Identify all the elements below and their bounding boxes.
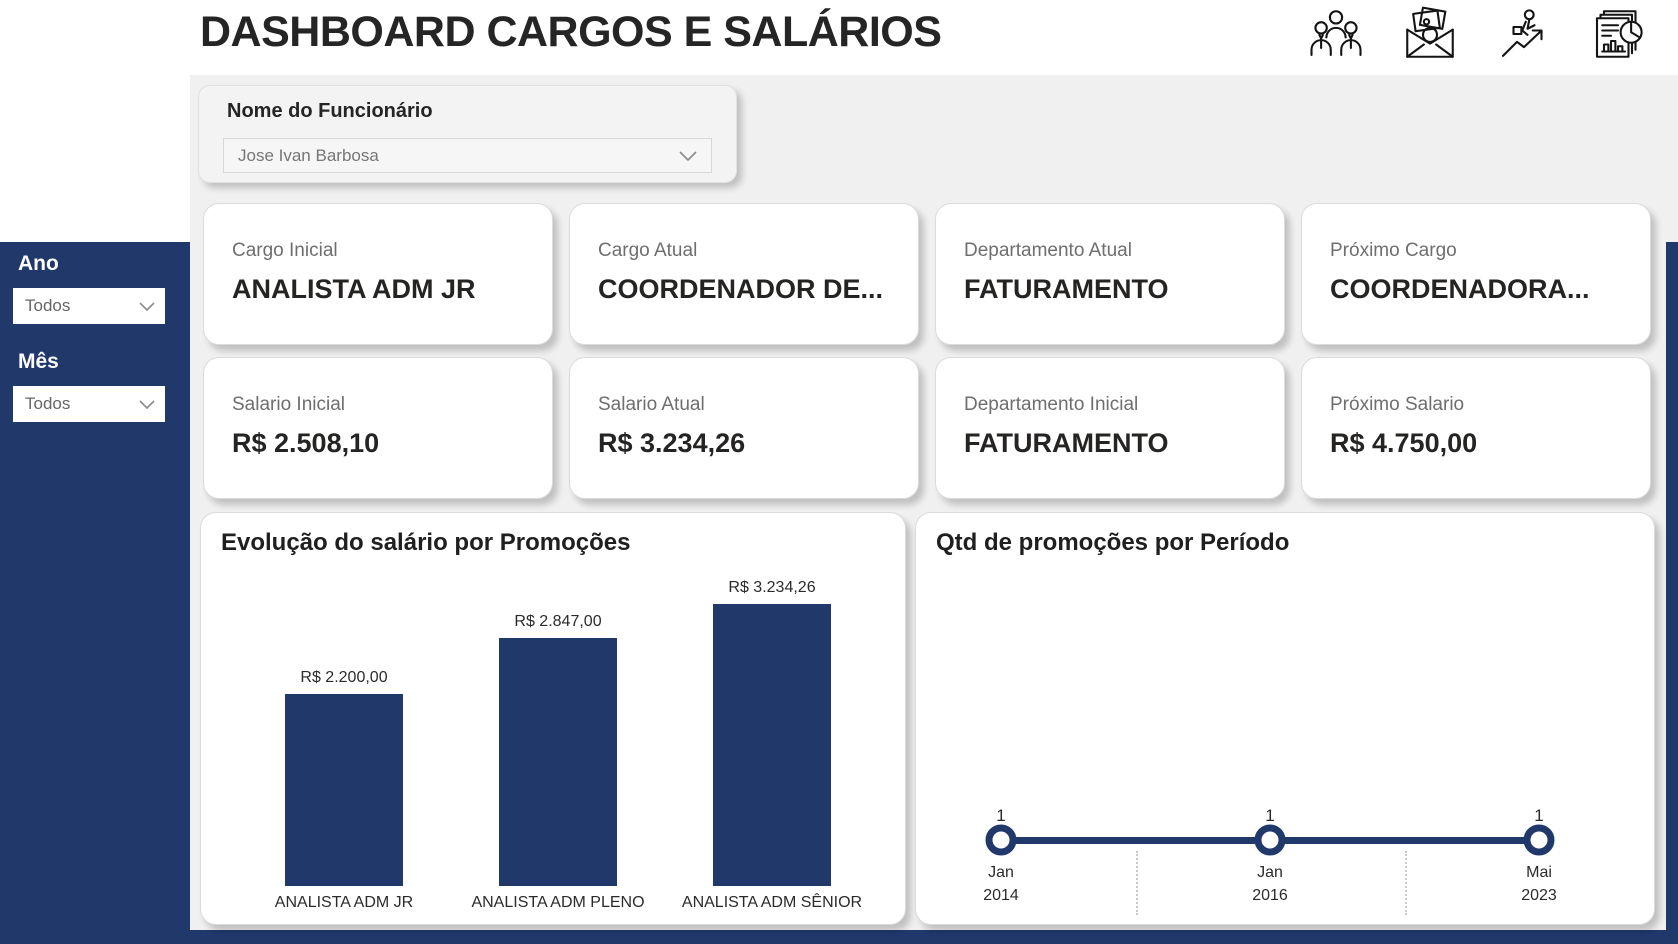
axis-label-line: 2016 xyxy=(1252,887,1288,904)
kpi-value: FATURAMENTO xyxy=(964,428,1169,458)
kpi-label: Departamento Atual xyxy=(964,240,1132,261)
kpi-value: COORDENADORA... xyxy=(1330,274,1590,304)
bar-category-label: ANALISTA ADM JR xyxy=(274,894,414,911)
salary-envelope-icon xyxy=(1402,6,1458,62)
team-icon xyxy=(1308,6,1364,62)
point-value-label: 1 xyxy=(1265,806,1275,825)
timeline-point[interactable] xyxy=(1254,824,1286,856)
bottom-border xyxy=(0,930,1678,944)
kpi-label: Departamento Inicial xyxy=(964,394,1139,415)
kpi-label: Cargo Inicial xyxy=(232,240,338,261)
axis-label: Mai 2023 xyxy=(1521,861,1557,907)
timeline-point[interactable] xyxy=(1523,824,1555,856)
axis-label-line: Mai xyxy=(1526,864,1552,881)
kpi-card: Salario Inicial R$ 2.508,10 xyxy=(203,357,553,499)
promotions-timeline-chart: Qtd de promoções por Período 1 Jan 2014 1 Ja… xyxy=(915,512,1655,925)
month-filter-value: Todos xyxy=(25,394,71,413)
category-separator xyxy=(1404,851,1407,915)
axis-label: Jan 2014 xyxy=(983,861,1019,907)
kpi-card: Departamento Inicial FATURAMENTO xyxy=(935,357,1285,499)
year-filter-dropdown[interactable]: Todos xyxy=(13,288,165,324)
axis-label-line: 2023 xyxy=(1521,887,1557,904)
timeline-plot-area: 1 Jan 2014 1 Jan 2016 1 Mai 2023 xyxy=(916,513,1654,924)
kpi-value: R$ 3.234,26 xyxy=(598,428,746,458)
career-growth-icon xyxy=(1496,6,1552,62)
bar-category-label: ANALISTA ADM SÊNIOR xyxy=(681,894,863,911)
kpi-label: Salario Atual xyxy=(598,394,705,415)
bar-value-label: R$ 3.234,26 xyxy=(728,579,816,596)
bar-category-label: ANALISTA ADM PLENO xyxy=(471,894,645,911)
right-border xyxy=(1666,242,1678,944)
year-filter-value: Todos xyxy=(25,296,71,315)
kpi-card: Salario Atual R$ 3.234,26 xyxy=(569,357,919,499)
salary-evolution-chart: Evolução do salário por Promoções R$ 2.2… xyxy=(200,512,906,925)
kpi-label: Próximo Salario xyxy=(1330,394,1465,415)
bar-column: R$ 3.234,26 ANALISTA ADM SÊNIOR xyxy=(666,563,878,912)
bar-value-label: R$ 2.200,00 xyxy=(300,669,388,686)
kpi-value: R$ 4.750,00 xyxy=(1330,428,1478,458)
employee-filter-dropdown[interactable]: Jose Ivan Barbosa xyxy=(223,138,712,173)
bar-column: R$ 2.200,00 ANALISTA ADM JR xyxy=(238,563,450,912)
bar[interactable] xyxy=(285,694,403,886)
kpi-value: COORDENADOR DE... xyxy=(598,274,884,304)
bar-column: R$ 2.847,00 ANALISTA ADM PLENO xyxy=(452,563,664,912)
kpi-value: R$ 2.508,10 xyxy=(232,428,380,458)
axis-label-line: Jan xyxy=(988,864,1014,881)
bar[interactable] xyxy=(499,638,617,886)
bar-plot-area: R$ 2.200,00 ANALISTA ADM JR R$ 2.847,00 ANA… xyxy=(237,563,879,912)
kpi-label: Próximo Cargo xyxy=(1330,240,1457,261)
kpi-value: ANALISTA ADM JR xyxy=(232,274,476,304)
employee-filter-value: Jose Ivan Barbosa xyxy=(238,145,379,165)
point-value-label: 1 xyxy=(996,806,1006,825)
kpi-label: Salario Inicial xyxy=(232,394,345,415)
kpi-card: Próximo Salario R$ 4.750,00 xyxy=(1301,357,1651,499)
employee-filter-card: Nome do Funcionário Jose Ivan Barbosa xyxy=(198,85,737,183)
year-filter-label: Ano xyxy=(18,252,59,275)
month-filter-label: Mês xyxy=(18,350,59,373)
chevron-down-icon xyxy=(139,301,155,311)
chevron-down-icon xyxy=(139,399,155,409)
kpi-card: Cargo Atual COORDENADOR DE... xyxy=(569,203,919,345)
bar-value-label: R$ 2.847,00 xyxy=(514,613,602,630)
filter-sidebar: Ano Todos Mês Todos xyxy=(0,242,190,944)
header-icons xyxy=(1308,6,1646,62)
kpi-value: FATURAMENTO xyxy=(964,274,1169,304)
kpi-card: Próximo Cargo COORDENADORA... xyxy=(1301,203,1651,345)
point-value-label: 1 xyxy=(1534,806,1544,825)
employee-filter-label: Nome do Funcionário xyxy=(227,100,433,122)
axis-label: Jan 2016 xyxy=(1252,861,1288,907)
kpi-card: Departamento Atual FATURAMENTO xyxy=(935,203,1285,345)
page-title: DASHBOARD CARGOS E SALÁRIOS xyxy=(200,8,942,56)
timeline-point[interactable] xyxy=(985,824,1017,856)
category-separator xyxy=(1135,851,1138,915)
chart-title: Evolução do salário por Promoções xyxy=(221,529,631,556)
chart-title: Qtd de promoções por Período xyxy=(936,529,1290,556)
chevron-down-icon xyxy=(679,150,697,161)
bar[interactable] xyxy=(713,604,831,886)
axis-label-line: 2014 xyxy=(983,887,1019,904)
kpi-card: Cargo Inicial ANALISTA ADM JR xyxy=(203,203,553,345)
axis-label-line: Jan xyxy=(1257,864,1283,881)
kpi-label: Cargo Atual xyxy=(598,240,698,261)
month-filter-dropdown[interactable]: Todos xyxy=(13,386,165,422)
report-charts-icon xyxy=(1590,6,1646,62)
